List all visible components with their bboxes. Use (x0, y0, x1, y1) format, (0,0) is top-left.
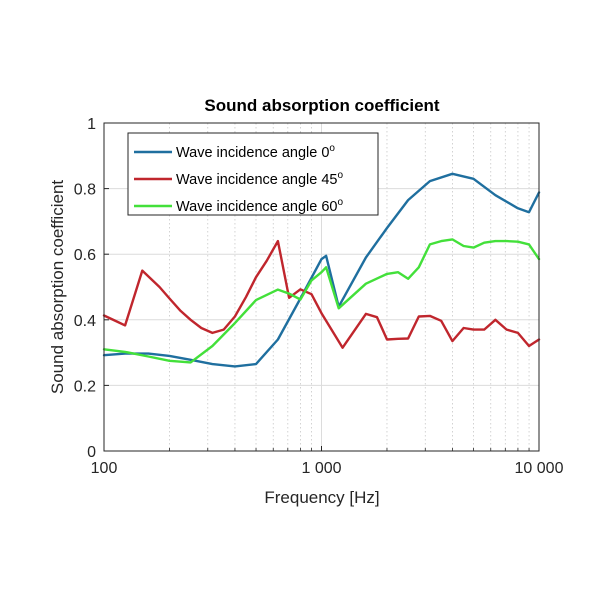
legend-label-1: Wave incidence angle 45o (176, 170, 343, 188)
minor-grid (169, 123, 530, 451)
y-tick-label: 0.2 (74, 378, 96, 395)
legend-degree-0: o (329, 143, 335, 154)
x-tick-label: 100 (91, 460, 118, 477)
y-tick-label: 0.4 (74, 313, 96, 330)
series-line-1 (102, 239, 541, 349)
legend-degree-1: o (337, 170, 343, 181)
series-line-2 (102, 238, 541, 364)
x-axis-label: Frequency [Hz] (264, 488, 379, 507)
ticks (103, 122, 540, 452)
y-tick-label: 1 (87, 116, 96, 133)
legend-degree-2: o (337, 197, 343, 208)
legend-label-2: Wave incidence angle 60o (176, 197, 343, 215)
legend-box (127, 132, 379, 216)
legend-text-1: Wave incidence angle 45 (176, 172, 337, 188)
y-tick-label: 0.8 (74, 182, 96, 199)
series-line-0 (102, 172, 541, 368)
series-layer (102, 172, 541, 368)
y-tick-label: 0.6 (74, 247, 96, 264)
y-tick-label: 0 (87, 444, 96, 461)
legend-text-0: Wave incidence angle 0 (176, 145, 329, 161)
x-tick-label: 1 000 (301, 460, 341, 477)
legend-label-0: Wave incidence angle 0o (176, 143, 335, 161)
tick-labels: 100 1 000 10 000 0 0.2 0.4 0.6 0.8 1 (74, 116, 564, 477)
legend-text-2: Wave incidence angle 60 (176, 199, 337, 215)
chart-title: Sound absorption coefficient (204, 96, 440, 115)
x-tick-label: 10 000 (515, 460, 564, 477)
y-axis-label: Sound absorption coefficient (48, 180, 67, 395)
